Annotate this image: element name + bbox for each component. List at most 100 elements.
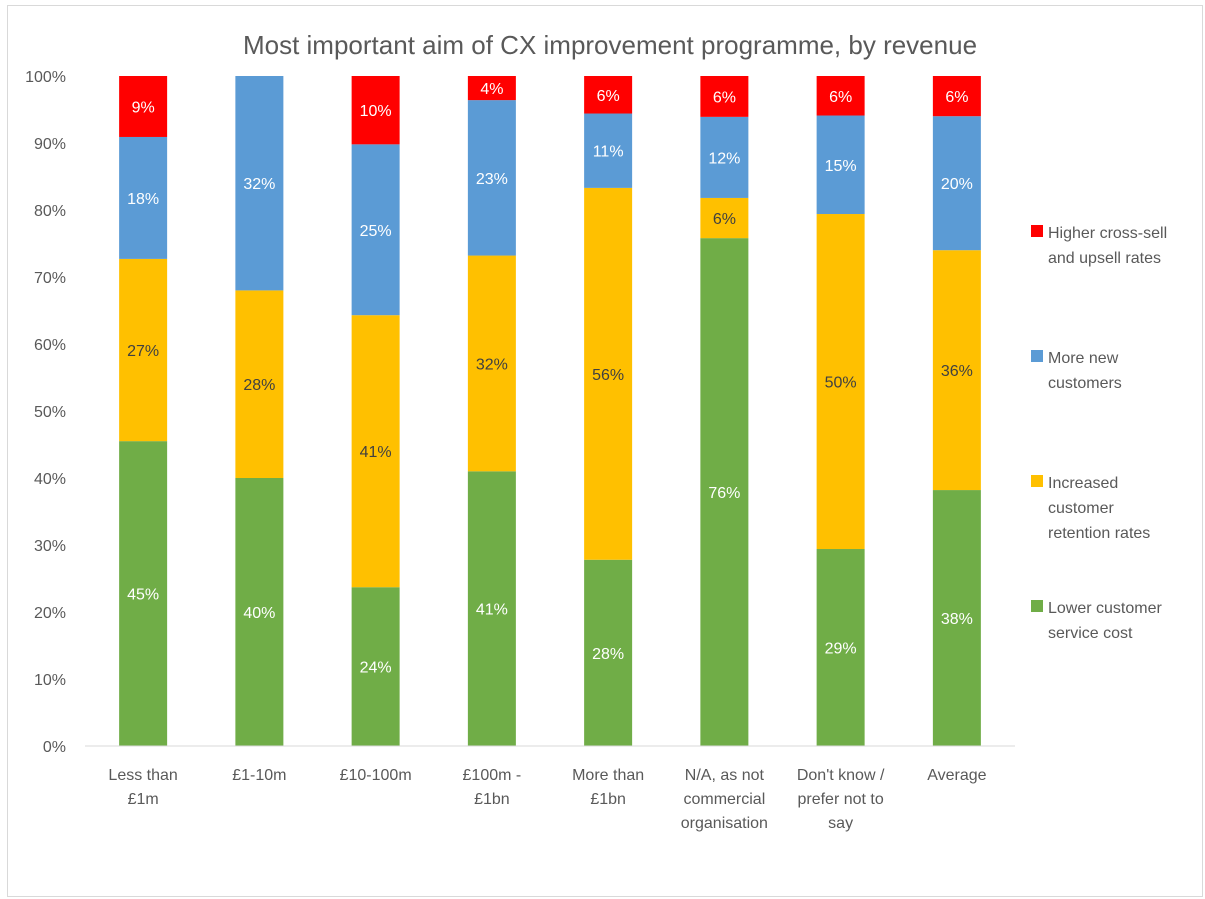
bar-segment [700,197,749,239]
legend-swatch [1031,475,1043,487]
x-category-label: prefer not to [797,791,883,808]
bar-segment [584,76,633,114]
bar-segment [700,76,749,117]
data-label: 11% [593,144,624,161]
data-label: 50% [825,375,857,392]
bar-segment [816,115,865,215]
data-label: 6% [713,211,736,228]
x-category-label: commercial [683,791,765,808]
bar-segment [235,290,284,478]
legend-label: Lower customer [1048,600,1162,617]
x-category-label: £1-10m [232,767,286,784]
x-category-label: Average [927,767,986,784]
y-tick-label: 40% [34,471,66,488]
data-label: 45% [127,587,159,604]
legend-label: More new [1048,350,1119,367]
data-label: 56% [592,367,624,384]
data-label: 40% [243,605,275,622]
y-tick-label: 0% [43,739,66,756]
data-label: 24% [360,660,392,677]
data-label: 29% [825,641,857,658]
data-label: 20% [941,176,973,193]
data-label: 28% [243,377,275,394]
y-tick-label: 90% [34,136,66,153]
bar-segment [932,490,981,746]
data-label: 6% [829,89,852,106]
data-label: 6% [597,88,620,105]
bar-segment [932,116,981,251]
x-category-label: Less than [108,767,177,784]
y-axis: 0% 10% 20% 30% 40% 50% 60% 70% 80% 90% 100% [25,69,66,756]
data-label: 6% [945,89,968,106]
legend-label: and upsell rates [1048,250,1161,267]
legend-swatch [1031,225,1043,237]
bar-segment [584,113,633,188]
bar-segment [932,250,981,491]
legend: Higher cross-sell and upsell rates More ne… [1031,225,1167,642]
x-category-label: More than [572,767,644,784]
chart-frame [7,5,1203,897]
x-category-label: £100m - [463,767,522,784]
bar-segment [467,255,516,472]
x-category-label: organisation [681,815,768,832]
bar-segment [467,100,516,256]
bar-segment [584,187,633,560]
x-category-label: £1bn [590,791,626,808]
data-label: 10% [360,103,392,120]
bar-segment [351,587,400,746]
y-tick-label: 20% [34,605,66,622]
data-label: 27% [127,343,159,360]
bar-segment [467,471,516,746]
x-category-label: say [828,815,853,832]
bar-segment [932,76,981,117]
legend-label: Higher cross-sell [1048,225,1167,242]
y-tick-label: 100% [25,69,66,86]
legend-label: customers [1048,375,1122,392]
data-label: 76% [708,485,740,502]
chart-title: Most important aim of CX improvement pro… [243,30,977,60]
bar-segment [351,76,400,145]
bar-segment [816,214,865,550]
bar-segment [700,116,749,198]
data-label: 32% [243,176,275,193]
legend-label: retention rates [1048,525,1150,542]
y-tick-label: 70% [34,270,66,287]
bar-segment [351,315,400,588]
legend-label: service cost [1048,625,1133,642]
data-label: 6% [713,89,736,106]
data-label: 23% [476,171,508,188]
data-label: 15% [825,158,857,175]
legend-label: customer [1048,500,1114,517]
data-label: 9% [132,99,155,116]
bar-segment [351,144,400,316]
bar-segment [119,441,168,746]
bar-segment [119,76,168,137]
bar-segment [119,258,168,442]
legend-swatch [1031,350,1043,362]
bar-segment [584,559,633,746]
data-label: 4% [480,81,503,98]
bar-segment [235,478,284,746]
data-label: 25% [360,223,392,240]
data-label: 28% [592,646,624,663]
bars: 45% 27% 18% 9% 40% 28% 32% 24% 41% 25% 10% 41% 32% 23… [119,76,981,746]
bar-segment [235,76,284,291]
data-label: 32% [476,356,508,373]
bar-segment [700,238,749,746]
legend-swatch [1031,600,1043,612]
data-label: 41% [476,602,508,619]
y-tick-label: 10% [34,672,66,689]
legend-label: Increased [1048,475,1118,492]
y-tick-label: 60% [34,337,66,354]
bar-segment [119,136,168,259]
x-category-label: Don't know / [797,767,885,784]
x-category-label: £1m [128,791,159,808]
data-label: 36% [941,363,973,380]
data-label: 18% [127,191,159,208]
x-axis: Less than £1m £1-10m £10-100m £100m - £1bn Mor… [85,745,1015,832]
bar-segment [816,76,865,116]
bar-segment [816,549,865,746]
bar-segment [467,76,516,101]
data-label: 41% [360,444,392,461]
